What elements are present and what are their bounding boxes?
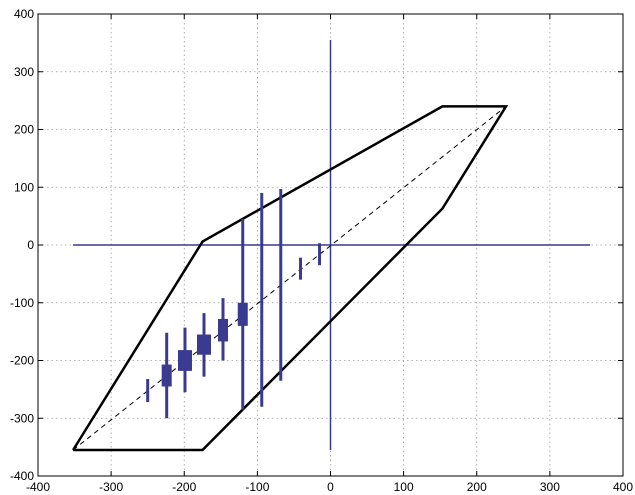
x-tick-label: -400 xyxy=(26,480,50,494)
y-tick-label: 400 xyxy=(14,7,34,21)
x-tick-label: 200 xyxy=(467,480,487,494)
y-tick-label: -400 xyxy=(10,469,34,483)
error-bar-box xyxy=(196,334,211,355)
y-tick-label: 200 xyxy=(14,123,34,137)
envelope-polygon xyxy=(72,105,509,452)
y-tick-label: 300 xyxy=(14,65,34,79)
axis-ticks xyxy=(37,13,624,477)
x-tick-label: -200 xyxy=(172,480,196,494)
tick-labels: -400 -300 -200 -100 0 100 200 300 400 -400 -300 -20… xyxy=(10,7,633,494)
x-tick-label: 100 xyxy=(394,480,414,494)
y-tick-label: -200 xyxy=(10,354,34,368)
error-bar-box xyxy=(237,302,248,326)
y-tick-label: 100 xyxy=(14,180,34,194)
y-tick-label: -100 xyxy=(10,296,34,310)
plot-marks xyxy=(72,39,591,452)
y-tick-label: 0 xyxy=(27,238,34,252)
error-bar-box xyxy=(177,350,192,371)
x-tick-label: 0 xyxy=(327,480,334,494)
diagonal-dashed-line xyxy=(72,106,507,451)
x-tick-label: 400 xyxy=(613,480,633,494)
y-tick-label: -300 xyxy=(10,411,34,425)
x-tick-label: 300 xyxy=(540,480,560,494)
error-bar-box xyxy=(218,318,229,342)
x-tick-label: -100 xyxy=(245,480,269,494)
error-bar-box xyxy=(161,364,172,387)
x-tick-label: -300 xyxy=(99,480,123,494)
